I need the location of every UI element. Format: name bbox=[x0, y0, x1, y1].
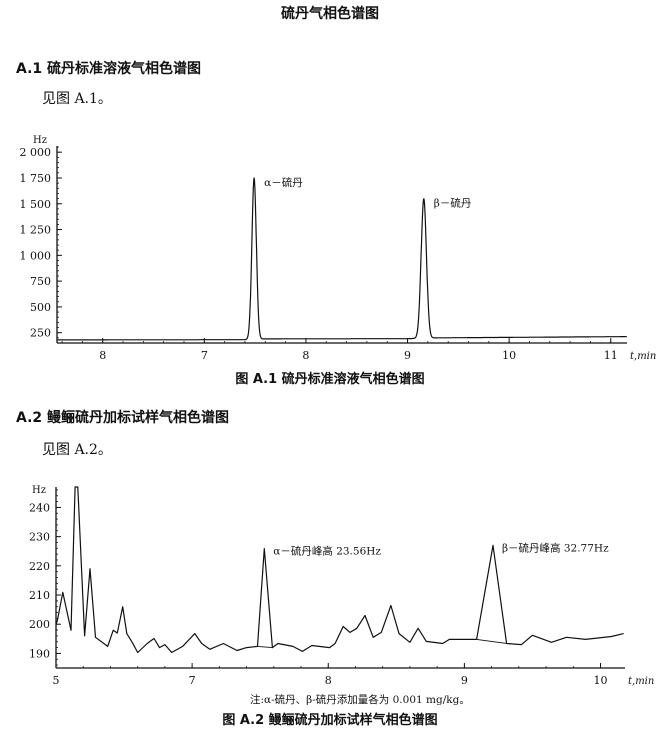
x-tick-label: 9 bbox=[404, 349, 411, 362]
figure-note-a2: 注:α-硫丹、β-硫丹添加量各为 0.001 mg/kg。 bbox=[250, 694, 470, 706]
x-tick-label: 8 bbox=[99, 349, 106, 362]
peak-baseline bbox=[476, 638, 507, 644]
see-figure-a1: 见图 A.1。 bbox=[42, 91, 112, 107]
chart-2: 190 200 210 220 230 240 5 7 8 9 10 Hz t,min α－硫丹峰高 23… bbox=[29, 485, 654, 687]
x-tick-label: 11 bbox=[604, 349, 618, 362]
y-tick-label: 240 bbox=[29, 501, 50, 514]
figure-caption-a2: 图 A.2 鳗鲡硫丹加标试样气相色谱图 bbox=[222, 713, 438, 728]
x-tick-label: 9 bbox=[461, 674, 468, 687]
y-tick-label: 500 bbox=[30, 301, 51, 314]
y-tick-label: 750 bbox=[30, 275, 51, 288]
section-heading-a2: A.2 鳗鲡硫丹加标试样气相色谱图 bbox=[16, 410, 230, 426]
x-tick-label: 7 bbox=[201, 349, 208, 362]
y-tick-label: 1 250 bbox=[20, 224, 52, 237]
x-tick-label: 7 bbox=[189, 674, 196, 687]
section-heading-a1: A.1 硫丹标准溶液气相色谱图 bbox=[16, 61, 202, 77]
x-axis-label: t,min bbox=[630, 351, 656, 362]
chromatogram-trace bbox=[55, 486, 624, 654]
y-tick-label: 1 000 bbox=[20, 249, 52, 262]
see-figure-a2: 见图 A.2。 bbox=[42, 442, 112, 458]
peak-baseline bbox=[257, 645, 273, 649]
y-axis-unit: Hz bbox=[32, 485, 46, 496]
x-tick-label: 8 bbox=[302, 349, 309, 362]
chromatogram-trace bbox=[56, 177, 628, 341]
y-tick-label: 220 bbox=[29, 560, 50, 573]
y-axis-unit: Hz bbox=[33, 135, 47, 146]
peak-label-alpha: α－硫丹 bbox=[264, 176, 303, 189]
y-tick-label: 230 bbox=[29, 531, 50, 544]
y-tick-label: 210 bbox=[29, 589, 50, 602]
y-tick-label: 190 bbox=[29, 647, 50, 660]
peak-label-beta: β－硫丹 bbox=[434, 197, 472, 210]
y-tick-label: 1 750 bbox=[20, 172, 52, 185]
y-tick-label: 2 000 bbox=[20, 146, 52, 159]
x-tick-label: 5 bbox=[53, 674, 60, 687]
y-tick-label: 1 500 bbox=[20, 198, 52, 211]
figure-caption-a1: 图 A.1 硫丹标准溶液气相色谱图 bbox=[235, 372, 425, 387]
peak-label-alpha: α－硫丹峰高 23.56Hz bbox=[273, 545, 381, 558]
x-tick-label: 10 bbox=[593, 674, 607, 687]
x-tick-label: 10 bbox=[502, 349, 516, 362]
chart-1: 250 500 750 1 000 1 250 1 500 1 750 2 000 8 7 8 9 10… bbox=[20, 135, 657, 362]
page-title: 硫丹气相色谱图 bbox=[281, 6, 379, 22]
x-axis-label: t,min bbox=[628, 676, 654, 687]
peak-label-beta: β－硫丹峰高 32.77Hz bbox=[502, 541, 609, 554]
y-tick-label: 250 bbox=[30, 327, 51, 340]
y-tick-label: 200 bbox=[29, 618, 50, 631]
x-tick-label: 8 bbox=[325, 674, 332, 687]
